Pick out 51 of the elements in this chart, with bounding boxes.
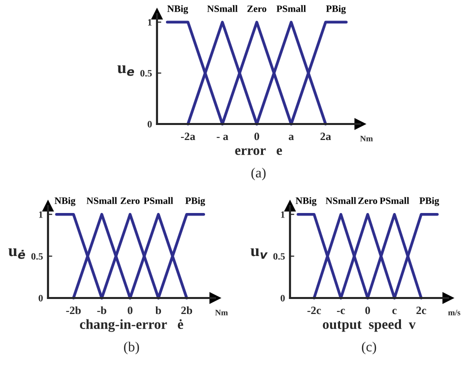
series-label: NSmall <box>207 5 238 12</box>
text: m/s <box>448 310 460 316</box>
x-tick-label: a <box>288 134 294 140</box>
x-tick-label: -2b <box>66 306 81 314</box>
x-tick-label: b <box>155 306 162 314</box>
x-tick-label: - a <box>216 134 228 140</box>
x-tick-label: 2b <box>181 306 192 314</box>
x-tick-label: c <box>392 308 397 314</box>
x-tick-label: 0 <box>128 306 132 314</box>
x-axis-title: chang-in-error ė <box>80 319 184 332</box>
series-label: NBig <box>296 197 317 206</box>
text: (b) <box>124 342 139 354</box>
y-tick-label: 1 <box>39 211 43 218</box>
y-tick-label: 0 <box>280 294 285 302</box>
series-label: PSmall <box>144 197 174 204</box>
series-label: NSmall <box>326 197 356 204</box>
x-tick-label: -2c <box>307 306 321 314</box>
series-label: Zero <box>247 6 266 12</box>
y-tick-label: 0.5 <box>273 253 285 260</box>
y-axis-title: u$_{e}$ <box>117 65 134 76</box>
y-tick-label: 0.5 <box>140 70 152 77</box>
text: (c) <box>362 342 376 354</box>
y-tick-label: 1 <box>281 211 285 218</box>
series-label: NBig <box>54 197 76 206</box>
series-label: PBig <box>326 5 346 14</box>
x-tick-label: -2a <box>180 132 196 140</box>
x-axis-title: output speed v <box>322 319 416 332</box>
y-tick-label: 0 <box>148 120 152 128</box>
series-label: PSmall <box>276 5 306 12</box>
series-label: NBig <box>167 5 188 14</box>
x-tick-label: -c <box>336 308 345 314</box>
y-tick-label: 0.5 <box>31 253 43 260</box>
x-tick-label: 0 <box>365 306 370 314</box>
y-axis-title: u$_{ė}$ <box>8 248 26 259</box>
x-tick-label: 0 <box>254 132 260 140</box>
y-tick-label: 1 <box>148 19 152 26</box>
series-label: Zero <box>120 198 140 204</box>
series-label: NSmall <box>86 197 118 204</box>
series-label: PBig <box>185 197 206 206</box>
y-axis-title: u$_{v}$ <box>250 248 268 259</box>
text: Nm <box>360 136 373 142</box>
series-label: PBig <box>419 197 440 206</box>
y-tick-label: 0 <box>38 294 43 302</box>
text: Nm <box>215 310 228 316</box>
series-label: Zero <box>358 198 378 204</box>
text: (a) <box>251 168 266 180</box>
x-tick-label: 2a <box>320 132 331 140</box>
series-label: PSmall <box>380 197 410 204</box>
x-tick-label: -b <box>97 306 106 314</box>
x-axis-title: error e <box>235 148 282 155</box>
x-tick-label: 2c <box>416 306 426 314</box>
